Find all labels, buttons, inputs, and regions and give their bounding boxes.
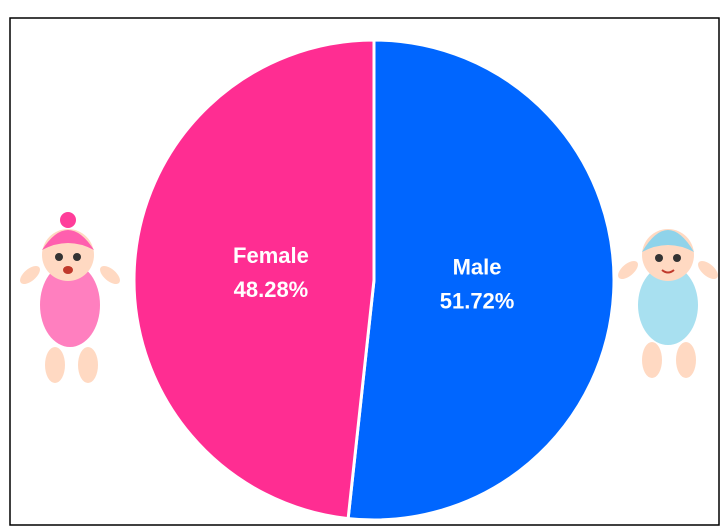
pie: Male 51.72% Female 48.28% [132,38,616,522]
baby-girl-icon [20,212,120,383]
slice-value-label: 51.72% [440,288,515,313]
slice-category-label: Female [233,243,309,268]
pie-slice [132,38,376,521]
baby-boy-icon [618,229,718,378]
slice-value-label: 48.28% [234,277,309,302]
slice-category-label: Male [453,254,502,279]
pie-slice [346,38,616,522]
